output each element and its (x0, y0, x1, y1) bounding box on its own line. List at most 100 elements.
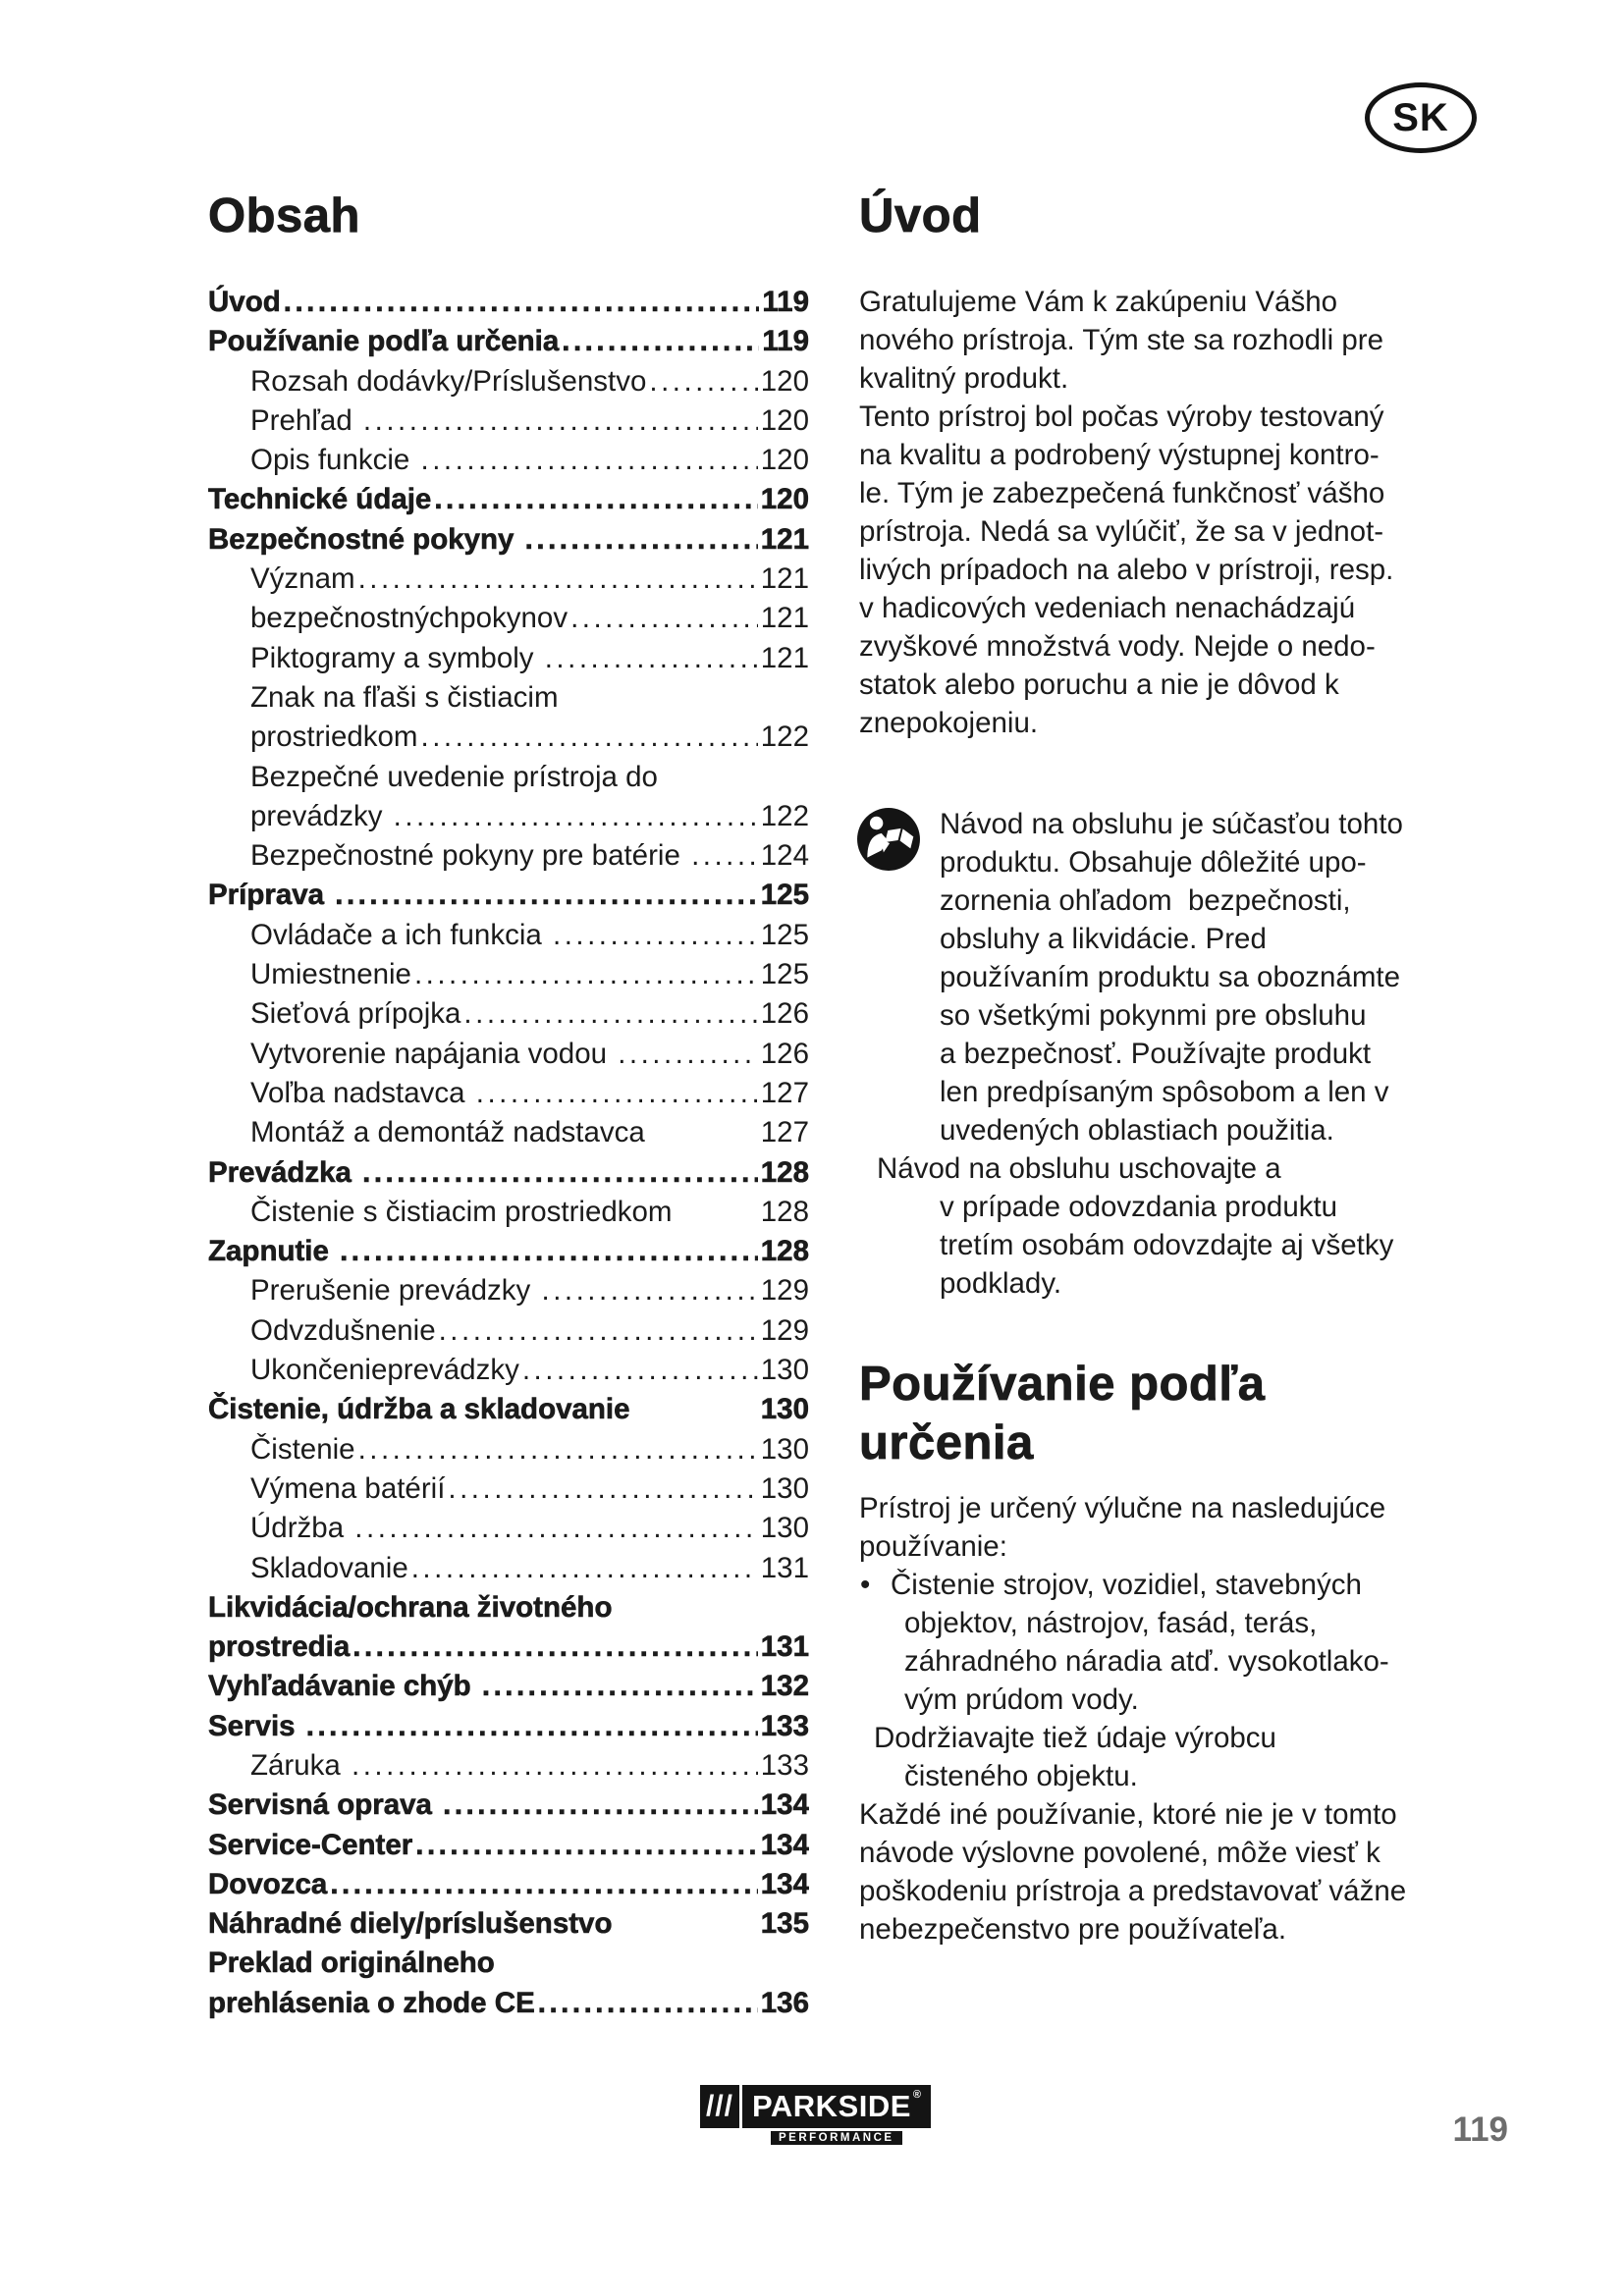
toc-leader-dots: ........................................… (283, 286, 760, 319)
text-line: livých prípadoch na alebo v prístroji, r… (859, 554, 1394, 586)
text-line: prístroja. Nedá sa vylúčiť, že sa v jedn… (859, 515, 1384, 548)
text-line: Návod na obsluhu uschovajte a (877, 1149, 1502, 1188)
text-line: so všetkými pokynmi pre obsluhu (940, 996, 1502, 1035)
toc-row: Voľba nadstavca ........................… (208, 1074, 809, 1113)
toc-row: Význam..................................… (208, 560, 809, 599)
toc-entry-page: 129 (760, 1313, 809, 1347)
text-span: záhradného náradia atď. vysokotlako- (904, 1645, 1389, 1678)
toc-entry-label: bezpečnostnýchpokynov (250, 602, 568, 635)
toc-entry-page: 120 (760, 444, 809, 477)
toc-entry-label: Piktogramy a symboly (250, 641, 542, 674)
read-manual-icon (857, 808, 920, 871)
text-line: zvyškové množstvá vody. Nejde o nedo- (859, 630, 1376, 663)
toc-entry-label: Príprava (208, 879, 333, 912)
parkside-wordmark: PARKSIDE ® (742, 2085, 931, 2128)
toc-leader-dots: ........................................… (305, 1709, 758, 1742)
toc-entry-label: Service-Center (208, 1828, 413, 1861)
text-span: tretím osobám odovzdajte aj všetky (940, 1229, 1394, 1261)
toc-leader-dots: ........................................… (413, 958, 758, 991)
toc-entry-label: Znak na fľaši s čistiacim (250, 680, 559, 714)
toc-leader-dots: ........................................… (415, 1828, 758, 1861)
toc-entry-label: Vytvorenie napájania vodou (250, 1037, 616, 1070)
text-span: nebezpečenstvo pre používateľa. (859, 1913, 1287, 1946)
toc-row: Bezpečnostné pokyny ....................… (208, 520, 809, 560)
toc-row: Skladovanie.............................… (208, 1549, 809, 1588)
text-span: objektov, nástrojov, fasád, terás, (904, 1607, 1318, 1639)
toc-entry-page: 126 (760, 1037, 809, 1070)
text-span: produktu. Obsahuje dôležité upo- (940, 846, 1367, 879)
text-line: statok alebo poruchu a nie je dôvod k (859, 668, 1339, 701)
toc-row: Preklad originálneho (208, 1944, 809, 1983)
text-line: určenia (859, 1416, 1034, 1470)
toc-entry-page: 130 (760, 1471, 809, 1505)
toc-leader-dots: ........................................… (544, 641, 758, 674)
toc-entry-page: 131 (760, 1630, 809, 1664)
text-line: tretím osobám odovzdajte aj všetky (940, 1226, 1502, 1264)
toc-entry-label: Ovládače a ich funkcia (250, 918, 550, 951)
bullet-icon: • (860, 1569, 871, 1601)
toc-entry-label: Čistenie s čistiacim prostriedkom (250, 1195, 680, 1228)
toc-entry-page: 125 (760, 918, 809, 951)
text-span: Každé iné používanie, ktoré nie je v tom… (859, 1798, 1397, 1831)
text-span: čisteného objektu. (904, 1760, 1138, 1792)
performance-badge: PERFORMANCE (771, 2131, 902, 2145)
toc-entry-page: 122 (760, 721, 809, 754)
toc-row: Servisná oprava ........................… (208, 1786, 809, 1825)
toc-entry-label: Servis (208, 1709, 303, 1742)
toc-leader-dots: ........................................… (335, 879, 757, 912)
text-line: nebezpečenstvo pre používateľa. (859, 1910, 1502, 1949)
text-line: používaním produktu sa oboznámte (940, 958, 1502, 996)
toc-leader-dots: ........................................… (691, 839, 758, 873)
toc-leader-dots: ........................................… (352, 1630, 758, 1664)
text-line: nového prístroja. Tým ste sa rozhodli pr… (859, 324, 1383, 356)
toc-leader-dots: ........................................… (362, 1155, 758, 1189)
toc-row: Ukončenieprevádzky......................… (208, 1351, 809, 1390)
toc-entry-label: Bezpečnostné pokyny (208, 522, 522, 556)
text-span: obsluhy a likvidácie. Pred (940, 923, 1267, 955)
text-line: znepokojeniu. (859, 707, 1039, 739)
toc-entry-page: 135 (760, 1907, 809, 1941)
toc-leader-dots: ........................................… (420, 444, 758, 477)
toc-leader-dots: ........................................… (420, 721, 758, 754)
text-span: len predpísaným spôsobom a len v (940, 1076, 1389, 1108)
toc-entry-label: Používanie podľa určenia (208, 325, 560, 358)
toc-entry-label: Dovozca (208, 1867, 328, 1901)
text-line: Gratulujeme Vám k zakúpeniu Vášho (859, 286, 1338, 318)
toc-row: Čistenie, údržba a skladovanie 130 (208, 1390, 809, 1429)
text-span: používanie: (859, 1530, 1007, 1563)
toc-entry-label: Význam (250, 562, 355, 596)
toc-row: Dovozca.................................… (208, 1865, 809, 1904)
toc-entry-page: 136 (760, 1986, 809, 2019)
toc-leader-dots: ........................................… (434, 483, 757, 516)
text-span: a bezpečnosť. Používajte produkt (940, 1038, 1372, 1070)
text-span: Dodržiavajte tiež údaje výrobcu (874, 1722, 1276, 1754)
toc-entry-label: Voľba nadstavca (250, 1076, 473, 1109)
toc-leader-dots: ........................................… (570, 602, 758, 635)
toc-row: Záruka .................................… (208, 1746, 809, 1786)
toc-entry-label: Odvzdušnenie (250, 1313, 436, 1347)
toc-leader-dots: ........................................… (438, 1313, 758, 1347)
toc-entry-page: 128 (760, 1155, 809, 1189)
toc-row: prostredia..............................… (208, 1628, 809, 1667)
toc-entry-label: Montáž a demontáž nadstavca (250, 1116, 653, 1149)
toc-entry-label: Prevádzka (208, 1155, 360, 1189)
text-span: návode výslovne povolené, môže viesť k (859, 1837, 1380, 1869)
toc-row: Vyhľadávanie chýb ......................… (208, 1667, 809, 1706)
toc-row: Montáž a demontáž nadstavca 127 (208, 1113, 809, 1152)
text-span: Návod na obsluhu uschovajte a (877, 1152, 1281, 1185)
toc-entry-page: 134 (760, 1828, 809, 1861)
text-line: Každé iné používanie, ktoré nie je v tom… (859, 1795, 1502, 1834)
toc-leader-dots: ........................................… (448, 1471, 758, 1505)
text-span: podklady. (940, 1267, 1062, 1300)
toc-leader-dots: ........................................… (521, 1354, 758, 1387)
toc-list: Úvod....................................… (208, 283, 809, 2023)
toc-entry-label: Skladovanie (250, 1551, 408, 1584)
text-line: čisteného objektu. (904, 1757, 1502, 1795)
toc-entry-page: 133 (760, 1709, 809, 1742)
toc-entry-page: 127 (760, 1116, 809, 1149)
toc-leader-dots: ........................................… (357, 1432, 758, 1466)
toc-entry-page: 121 (760, 562, 809, 596)
text-line: • Čistenie strojov, vozidiel, stavebných (860, 1566, 1502, 1604)
toc-row: Service-Center..........................… (208, 1826, 809, 1865)
parkside-logo-top: /// PARKSIDE ® (700, 2085, 931, 2128)
